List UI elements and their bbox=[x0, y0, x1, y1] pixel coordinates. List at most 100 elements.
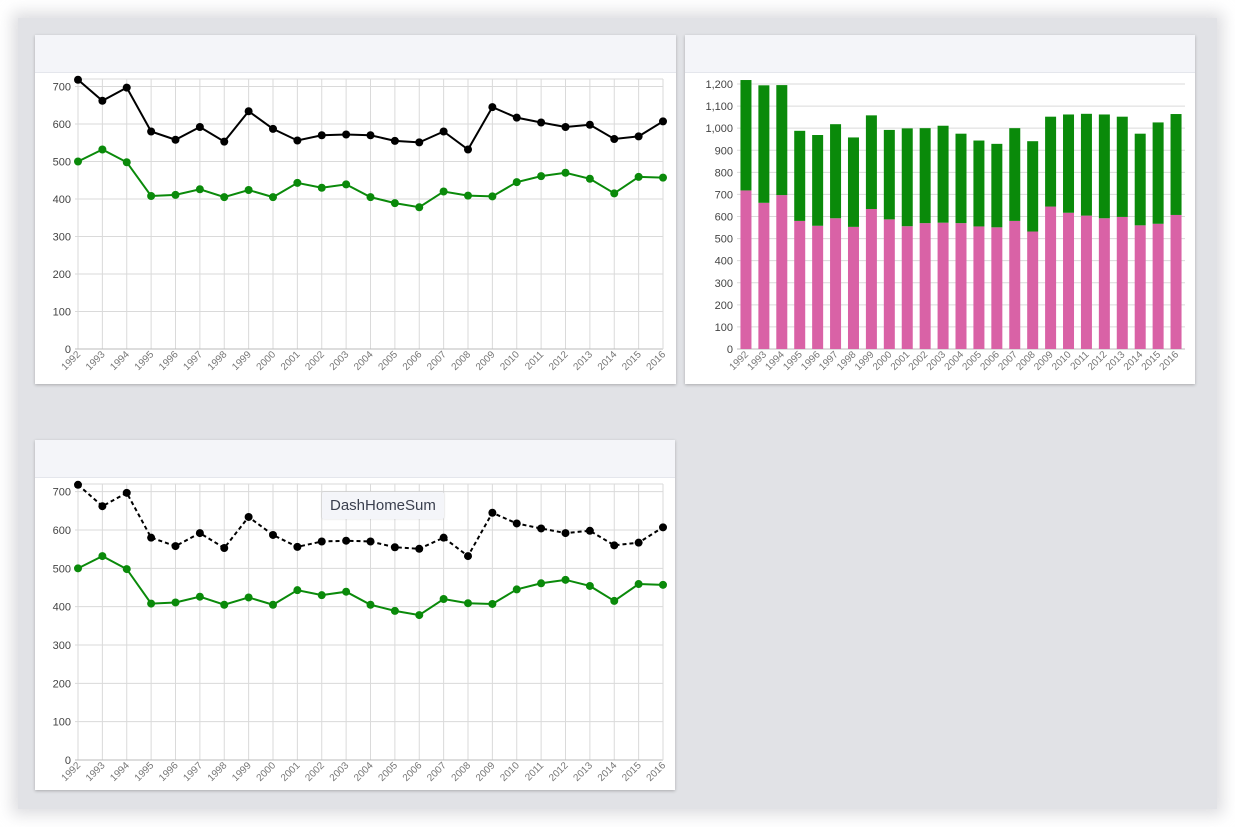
x-tick-label: 2004 bbox=[352, 760, 376, 784]
data-point bbox=[659, 173, 667, 182]
data-point bbox=[244, 593, 253, 602]
x-tick-label: 2000 bbox=[255, 760, 279, 784]
data-point bbox=[293, 136, 302, 145]
x-tick-label: 2008 bbox=[450, 349, 474, 373]
data-point bbox=[390, 606, 399, 615]
data-point bbox=[147, 192, 156, 200]
y-tick-label: 500 bbox=[715, 234, 733, 246]
data-point bbox=[610, 135, 619, 143]
x-tick-label: 1996 bbox=[157, 760, 181, 784]
data-point bbox=[269, 600, 277, 609]
bar-segment-1 bbox=[883, 129, 895, 220]
data-point bbox=[610, 541, 619, 550]
x-tick-label: 2010 bbox=[498, 760, 522, 784]
data-point bbox=[293, 178, 302, 187]
data-point bbox=[585, 581, 594, 590]
x-tick-label: 1999 bbox=[230, 349, 254, 373]
data-point bbox=[488, 508, 497, 517]
x-tick-label: 2005 bbox=[961, 349, 985, 373]
data-point bbox=[342, 130, 351, 139]
data-point bbox=[293, 542, 302, 551]
y-tick-label: 600 bbox=[53, 525, 71, 537]
x-tick-label: 2006 bbox=[401, 760, 425, 784]
x-tick-label: 2010 bbox=[1050, 349, 1074, 373]
data-point bbox=[415, 203, 424, 212]
x-tick-label: 2008 bbox=[450, 760, 474, 784]
x-tick-label: 2003 bbox=[925, 349, 949, 373]
data-point bbox=[512, 585, 521, 594]
bar-segment-1 bbox=[1098, 114, 1110, 219]
y-tick-label: 700 bbox=[715, 189, 733, 201]
data-point bbox=[122, 83, 131, 92]
data-point bbox=[122, 488, 131, 497]
data-point bbox=[561, 575, 570, 584]
y-tick-label: 200 bbox=[53, 269, 71, 281]
data-point bbox=[147, 533, 156, 542]
data-point bbox=[220, 193, 229, 202]
x-tick-label: 2004 bbox=[943, 349, 967, 373]
data-point bbox=[269, 124, 277, 133]
bar-segment-0 bbox=[1098, 218, 1110, 349]
data-point bbox=[464, 599, 472, 608]
bar-segment-0 bbox=[740, 190, 752, 349]
x-tick-label: 2009 bbox=[474, 349, 498, 373]
data-point bbox=[415, 544, 424, 553]
x-tick-label: 2013 bbox=[571, 760, 595, 784]
x-tick-label: 2011 bbox=[523, 760, 546, 783]
data-point bbox=[488, 192, 497, 201]
data-point bbox=[317, 591, 326, 600]
bar-segment-1 bbox=[1045, 116, 1057, 207]
data-point bbox=[659, 117, 667, 126]
data-point bbox=[317, 131, 326, 140]
x-tick-label: 2004 bbox=[352, 349, 376, 373]
data-point bbox=[415, 138, 424, 147]
bar-segment-0 bbox=[1170, 214, 1182, 349]
y-tick-label: 900 bbox=[715, 145, 733, 157]
data-point bbox=[98, 552, 107, 561]
bar-segment-0 bbox=[1009, 220, 1021, 349]
x-tick-label: 2009 bbox=[1032, 349, 1056, 373]
data-point bbox=[439, 187, 448, 196]
bar-segment-0 bbox=[1116, 216, 1128, 349]
data-point bbox=[98, 502, 107, 511]
data-point bbox=[342, 587, 351, 596]
data-point bbox=[74, 480, 82, 489]
x-tick-label: 1993 bbox=[84, 760, 108, 784]
x-tick-label: 1995 bbox=[133, 349, 157, 373]
x-tick-label: 2013 bbox=[571, 349, 595, 373]
y-tick-label: 1,100 bbox=[705, 101, 733, 113]
data-point bbox=[537, 579, 546, 588]
data-point bbox=[293, 586, 302, 595]
x-tick-label: 1997 bbox=[181, 349, 205, 373]
chart-panel-top-right: 0 100 200 300 400 500 600 700 800 900 1,000 1,100 1,… bbox=[685, 35, 1195, 384]
data-point bbox=[244, 512, 253, 521]
bar-segment-1 bbox=[1063, 114, 1075, 213]
data-point bbox=[610, 189, 619, 198]
bar-segment-0 bbox=[901, 226, 913, 349]
x-tick-label: 1999 bbox=[853, 349, 877, 373]
x-tick-label: 2015 bbox=[1140, 349, 1164, 373]
y-tick-label: 400 bbox=[53, 602, 71, 614]
bar-segment-0 bbox=[883, 219, 895, 349]
data-point bbox=[244, 107, 253, 116]
x-tick-label: 1994 bbox=[763, 349, 787, 373]
x-tick-label: 2012 bbox=[1086, 349, 1110, 373]
bar-segment-0 bbox=[794, 220, 806, 349]
x-tick-label: 2000 bbox=[255, 349, 279, 373]
bar-segment-0 bbox=[776, 195, 788, 349]
data-point bbox=[244, 186, 253, 194]
data-point bbox=[659, 580, 667, 589]
data-point bbox=[464, 191, 472, 200]
data-point bbox=[147, 599, 156, 608]
y-tick-label: 700 bbox=[53, 487, 71, 499]
data-point bbox=[122, 565, 131, 574]
data-point bbox=[98, 145, 107, 154]
bar-segment-1 bbox=[776, 85, 788, 196]
bar-segment-0 bbox=[830, 218, 842, 349]
x-tick-label: 2009 bbox=[474, 760, 498, 784]
x-tick-label: 2000 bbox=[871, 349, 895, 373]
y-tick-label: 500 bbox=[53, 563, 71, 575]
data-point bbox=[659, 523, 667, 532]
data-point bbox=[634, 132, 643, 141]
bar-segment-0 bbox=[991, 227, 1003, 349]
